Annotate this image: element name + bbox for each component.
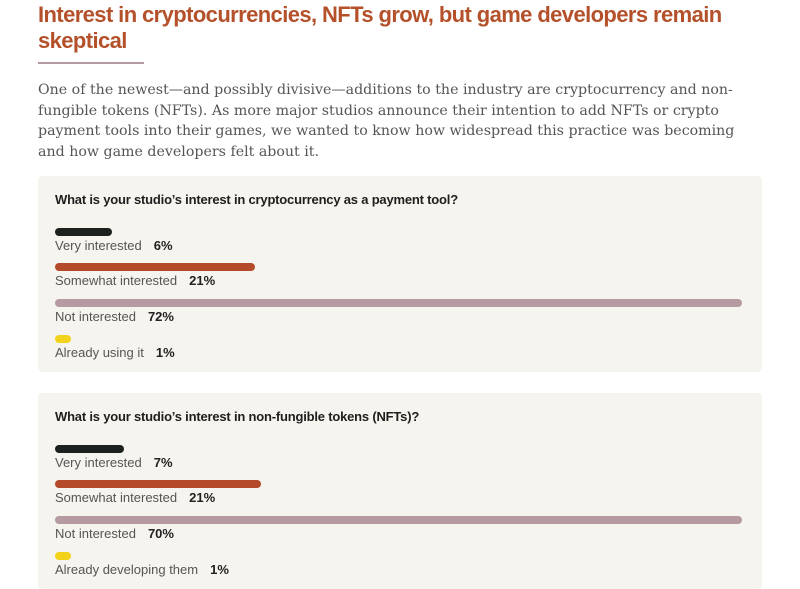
bar-label: Already using it 1% (55, 345, 175, 360)
bar-somewhat-interested (55, 480, 262, 488)
category-label: Not interested (55, 526, 136, 541)
bar-row-already: Already using it 1% (55, 335, 745, 367)
title-divider (38, 62, 144, 64)
page-title: Interest in cryptocurrencies, NFTs grow,… (38, 2, 722, 53)
crypto-chart-card: What is your studio’s interest in crypto… (38, 176, 762, 372)
value-label: 72% (147, 309, 174, 324)
category-label: Somewhat interested (55, 490, 178, 505)
bar-row-very-interested: Very interested 6% (55, 228, 745, 260)
category-label: Very interested (55, 238, 142, 253)
bar-very-interested (55, 445, 124, 453)
value-label: 6% (153, 238, 173, 253)
category-label: Already using it (55, 345, 144, 360)
bar-label: Already developing them 1% (55, 562, 229, 577)
bar-row-very-interested: Very interested 7% (55, 445, 745, 477)
bar-not-interested (55, 516, 742, 524)
value-label: 1% (210, 562, 229, 577)
bar-label: Not interested 72% (55, 309, 174, 324)
value-label: 1% (155, 345, 175, 360)
bar-not-interested (55, 299, 742, 307)
bar-label: Somewhat interested 21% (55, 273, 215, 288)
category-label: Very interested (55, 455, 142, 470)
bar-row-already: Already developing them 1% (55, 552, 745, 584)
category-label: Somewhat interested (55, 273, 178, 288)
value-label: 21% (189, 490, 216, 505)
bar-label: Very interested 7% (55, 455, 173, 470)
bar-somewhat-interested (55, 263, 256, 271)
value-label: 7% (153, 455, 173, 470)
value-label: 21% (189, 273, 216, 288)
bar-label: Somewhat interested 21% (55, 490, 215, 505)
intro-paragraph: One of the newest—and possibly divisive—… (38, 82, 735, 160)
bar-very-interested (55, 228, 113, 236)
bar-already (55, 335, 71, 343)
chart-title: What is your studio’s interest in crypto… (55, 192, 458, 207)
bar-label: Not interested 70% (55, 526, 174, 541)
bar-row-somewhat-interested: Somewhat interested 21% (55, 480, 745, 512)
value-label: 70% (147, 526, 174, 541)
bar-row-somewhat-interested: Somewhat interested 21% (55, 263, 745, 295)
bar-already (55, 552, 71, 560)
bar-row-not-interested: Not interested 72% (55, 299, 745, 331)
bar-label: Very interested 6% (55, 238, 173, 253)
bar-row-not-interested: Not interested 70% (55, 516, 745, 548)
category-label: Already developing them (55, 562, 199, 577)
chart-title: What is your studio’s interest in non-fu… (55, 409, 420, 424)
nft-chart-card: What is your studio’s interest in non-fu… (38, 393, 762, 589)
category-label: Not interested (55, 309, 136, 324)
